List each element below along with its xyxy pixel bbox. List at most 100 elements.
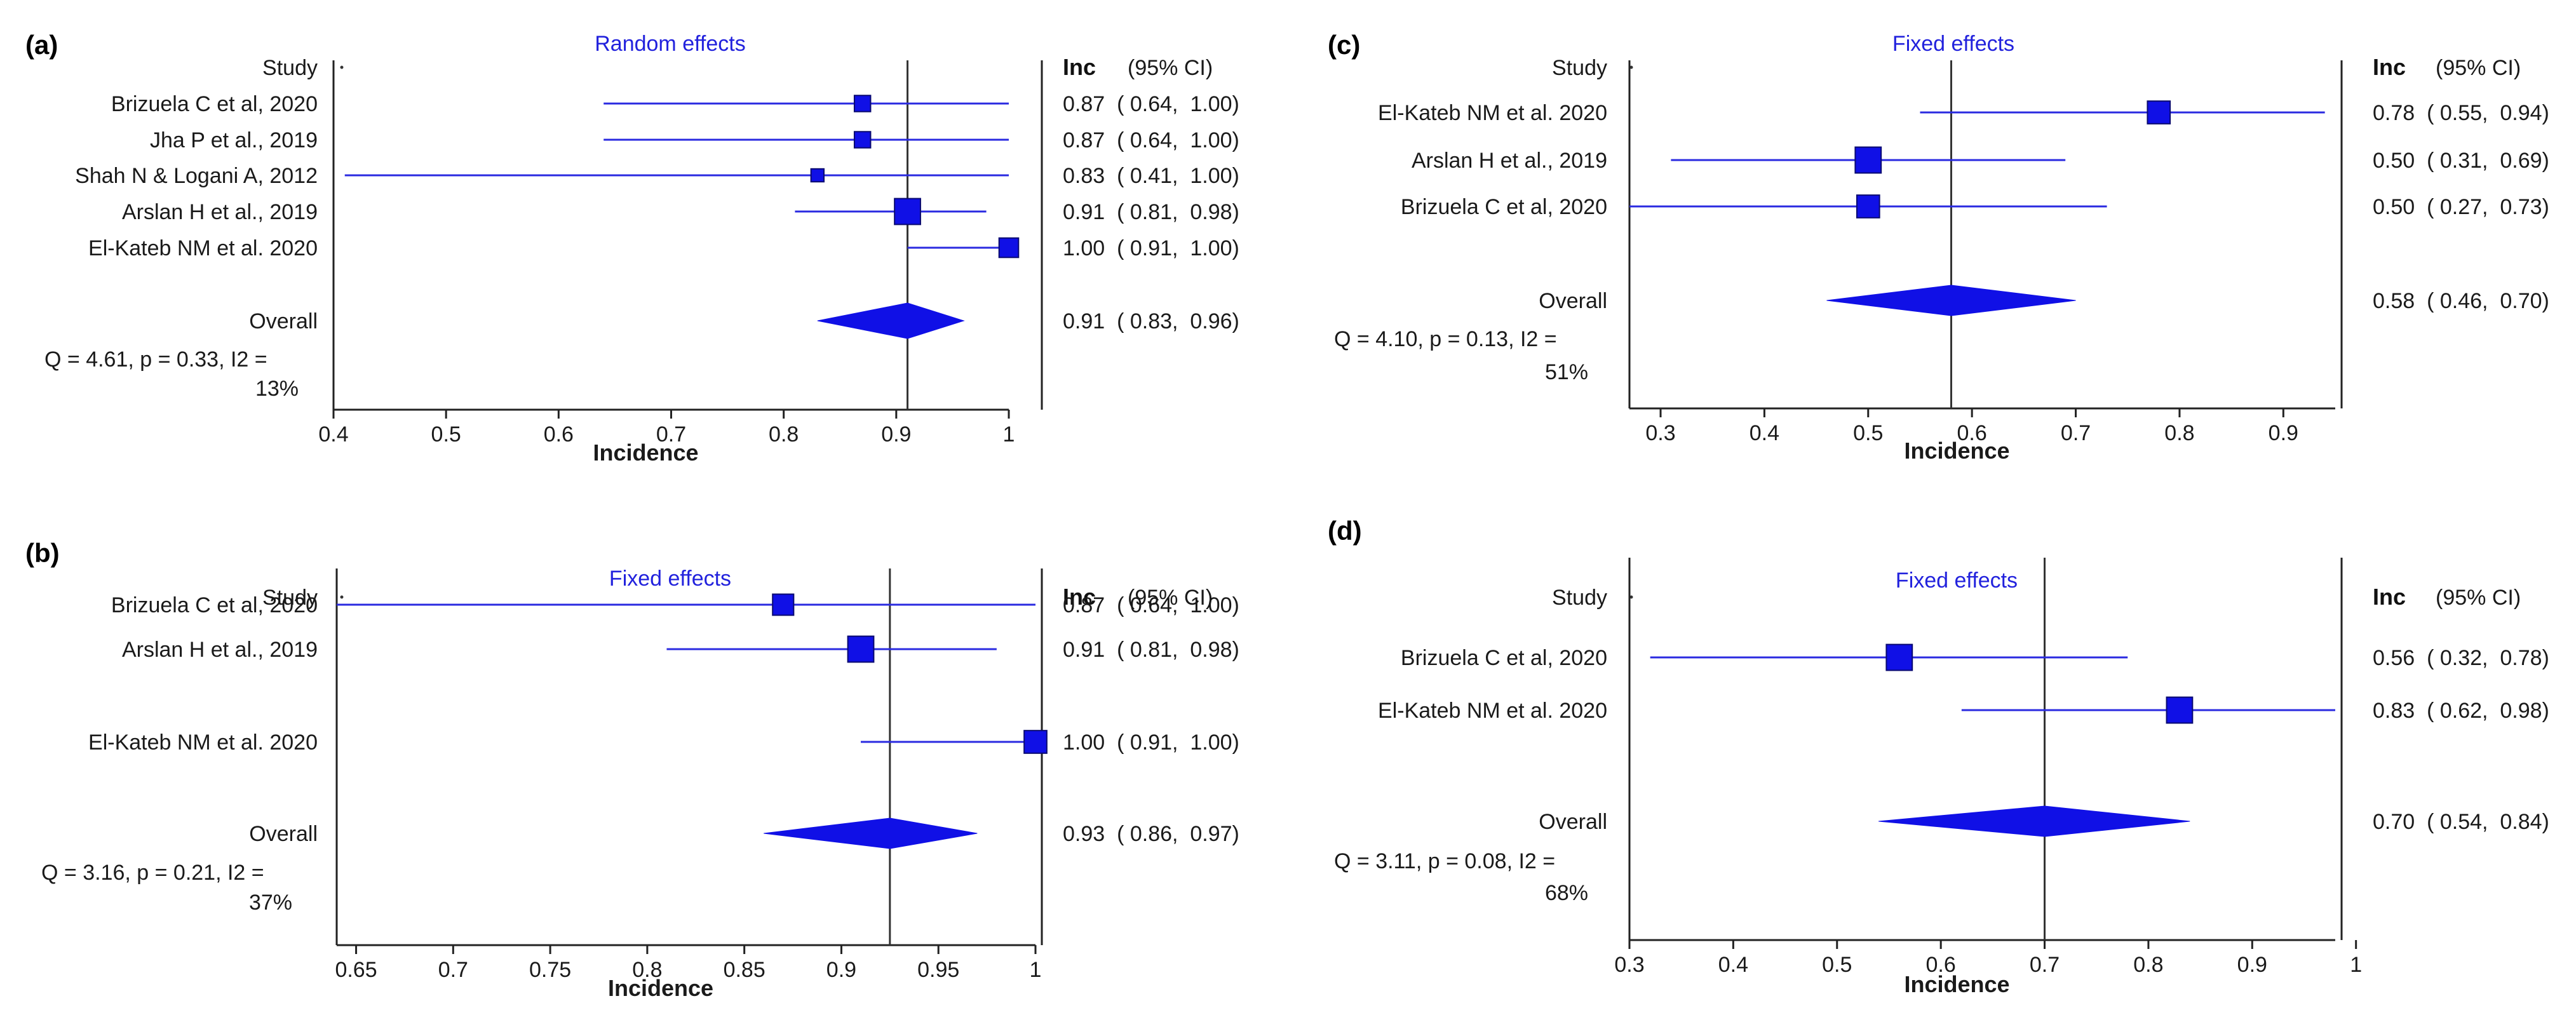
x-tick-label: 0.6 [1957, 421, 1987, 445]
x-tick-label: 0.5 [1822, 953, 1852, 977]
x-tick-label: 0.9 [2269, 421, 2298, 445]
x-tick-label: 0.7 [438, 958, 468, 982]
x-tick-label: 0.4 [318, 422, 348, 447]
overall-diamond [1826, 285, 2076, 316]
study-name-label: Arslan H et al., 2019 [122, 638, 318, 662]
x-tick-label: 1 [2350, 953, 2362, 977]
forest-panel-3: (d) Fixed effects Study Inc (95% CI) 0.3 0.4 0.… [1328, 516, 2549, 997]
study-ci-value: 1.00 ( 0.91, 1.00) [1063, 236, 1239, 260]
chart-title: Fixed effects [1896, 568, 2018, 593]
study-column-header: Study [262, 56, 318, 80]
overall-ci-value: 0.70 ( 0.54, 0.84) [2373, 810, 2549, 834]
study-ci-value: 0.56 ( 0.32, 0.78) [2373, 646, 2549, 670]
study-ci-value: 0.50 ( 0.31, 0.69) [2373, 149, 2549, 173]
heterogeneity-i2-value: 68% [1545, 881, 1588, 905]
value-column-header: Inc [1063, 54, 1096, 80]
overall-label: Overall [1539, 289, 1607, 313]
overall-label: Overall [249, 309, 318, 333]
x-tick-label: 0.6 [544, 422, 574, 447]
overall-ci-value: 0.93 ( 0.86, 0.97) [1063, 822, 1239, 846]
x-tick-label: 0.5 [431, 422, 461, 447]
x-tick-label: 0.4 [1750, 421, 1779, 445]
header-dot-marker [1629, 595, 1633, 599]
x-tick-label: 0.8 [2133, 953, 2163, 977]
study-estimate-marker [998, 237, 1020, 259]
x-axis-label: Incidence [608, 975, 713, 1001]
study-estimate-marker [1885, 643, 1913, 671]
heterogeneity-i2-value: 37% [249, 891, 292, 915]
study-name-label: Jha P et al., 2019 [150, 128, 318, 152]
study-ci-value: 0.87 ( 0.64, 1.00) [1063, 128, 1239, 152]
panel-label: (b) [25, 538, 60, 568]
x-tick-label: 0.5 [1853, 421, 1883, 445]
x-tick-label: 0.9 [2237, 953, 2267, 977]
ci-column-header: (95% CI) [2436, 56, 2521, 80]
study-name-label: Brizuela C et al, 2020 [111, 92, 318, 116]
x-axis-label: Incidence [1904, 971, 2009, 997]
x-tick-label: 0.9 [826, 958, 856, 982]
study-column-header: Study [1552, 56, 1607, 80]
study-estimate-marker [2166, 696, 2194, 724]
overall-ci-value: 0.91 ( 0.83, 0.96) [1063, 309, 1239, 333]
overall-label: Overall [249, 822, 318, 846]
header-dot-marker [340, 65, 344, 69]
heterogeneity-i2-value: 51% [1545, 360, 1588, 384]
study-ci-value: 0.91 ( 0.81, 0.98) [1063, 638, 1239, 662]
chart-title: Fixed effects [609, 567, 731, 591]
x-tick-label: 0.7 [656, 422, 686, 447]
study-name-label: Arslan H et al., 2019 [122, 200, 318, 224]
header-dot-marker [1629, 65, 1633, 69]
panel-label: (d) [1328, 516, 1362, 546]
heterogeneity-stat: Q = 3.16, p = 0.21, I2 = [41, 861, 264, 885]
x-tick-label: 0.8 [769, 422, 799, 447]
study-ci-value: 0.78 ( 0.55, 0.94) [2373, 101, 2549, 125]
study-name-label: El-Kateb NM et al. 2020 [88, 236, 318, 260]
study-name-label: El-Kateb NM et al. 2020 [1378, 699, 1607, 723]
study-estimate-marker [1023, 730, 1048, 754]
study-estimate-marker [2147, 100, 2171, 124]
study-name-label: El-Kateb NM et al. 2020 [1378, 101, 1607, 125]
overall-label: Overall [1539, 810, 1607, 834]
study-name-label: Brizuela C et al, 2020 [111, 593, 318, 617]
study-column-header: Study [262, 586, 318, 610]
overall-diamond [764, 817, 978, 849]
study-estimate-marker [772, 593, 795, 616]
chart-title: Random effects [595, 32, 746, 56]
x-tick-label: 0.3 [1645, 421, 1675, 445]
value-column-header: Inc [2373, 54, 2406, 80]
study-column-header: Study [1552, 586, 1607, 610]
x-tick-label: 0.7 [2061, 421, 2091, 445]
overall-diamond [817, 302, 965, 339]
study-estimate-marker [1854, 146, 1882, 174]
study-name-label: Arslan H et al., 2019 [1412, 149, 1607, 173]
study-name-label: El-Kateb NM et al. 2020 [88, 730, 318, 755]
study-estimate-marker [894, 198, 921, 225]
study-ci-value: 0.91 ( 0.81, 0.98) [1063, 200, 1239, 224]
study-estimate-marker [1856, 194, 1880, 219]
heterogeneity-stat: Q = 4.61, p = 0.33, I2 = [44, 347, 267, 372]
study-ci-value: 0.83 ( 0.41, 1.00) [1063, 164, 1239, 188]
study-estimate-marker [853, 95, 872, 112]
x-axis-label: Incidence [1904, 438, 2009, 464]
x-tick-label: 0.95 [917, 958, 959, 982]
x-tick-label: 1 [1003, 422, 1015, 447]
overall-ci-value: 0.58 ( 0.46, 0.70) [2373, 289, 2549, 313]
x-tick-label: 0.8 [2164, 421, 2194, 445]
study-ci-value: 0.83 ( 0.62, 0.98) [2373, 699, 2549, 723]
ci-column-header: (95% CI) [2436, 586, 2521, 610]
forest-panel-1: (b) Fixed effects Study Inc (95% CI) 0.65 0.7 0… [25, 538, 1239, 1001]
x-tick-label: 0.75 [529, 958, 571, 982]
x-tick-label: 0.85 [724, 958, 765, 982]
value-column-header: Inc [2373, 584, 2406, 610]
x-tick-label: 0.9 [881, 422, 911, 447]
study-estimate-marker [810, 168, 825, 183]
ci-column-header: (95% CI) [1128, 56, 1213, 80]
x-tick-label: 0.6 [1926, 953, 1956, 977]
study-ci-value: 0.87 ( 0.64, 1.00) [1063, 92, 1239, 116]
panel-label: (c) [1328, 30, 1360, 60]
header-dot-marker [340, 595, 344, 599]
heterogeneity-stat: Q = 3.11, p = 0.08, I2 = [1334, 849, 1555, 873]
study-ci-value: 0.50 ( 0.27, 0.73) [2373, 195, 2549, 219]
panel-label: (a) [25, 30, 58, 60]
